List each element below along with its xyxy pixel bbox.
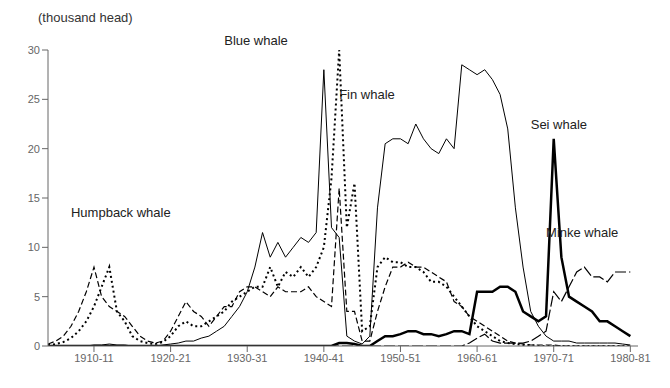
svg-text:Sei whale: Sei whale: [531, 117, 587, 132]
html-text:(thousand head): (thousand head): [38, 10, 133, 25]
svg-text:Humpback whale: Humpback whale: [71, 205, 171, 220]
svg-text:1950-51: 1950-51: [380, 352, 420, 364]
svg-text:1910-11: 1910-11: [74, 352, 114, 364]
svg-text:1920-21: 1920-21: [150, 352, 190, 364]
svg-text:25: 25: [28, 93, 40, 105]
svg-text:Fin whale: Fin whale: [339, 87, 395, 102]
svg-text:1970-71: 1970-71: [534, 352, 574, 364]
svg-text:1930-31: 1930-31: [227, 352, 267, 364]
svg-text:15: 15: [28, 192, 40, 204]
svg-text:5: 5: [34, 291, 40, 303]
svg-text:20: 20: [28, 143, 40, 155]
svg-text:Blue whale: Blue whale: [224, 33, 288, 48]
svg-text:0: 0: [34, 340, 40, 352]
svg-text:1980-81: 1980-81: [610, 352, 650, 364]
svg-text:Minke whale: Minke whale: [546, 225, 618, 240]
svg-text:30: 30: [28, 44, 40, 56]
svg-text:1940-41: 1940-41: [304, 352, 344, 364]
svg-text:1960-61: 1960-61: [457, 352, 497, 364]
svg-text:10: 10: [28, 241, 40, 253]
